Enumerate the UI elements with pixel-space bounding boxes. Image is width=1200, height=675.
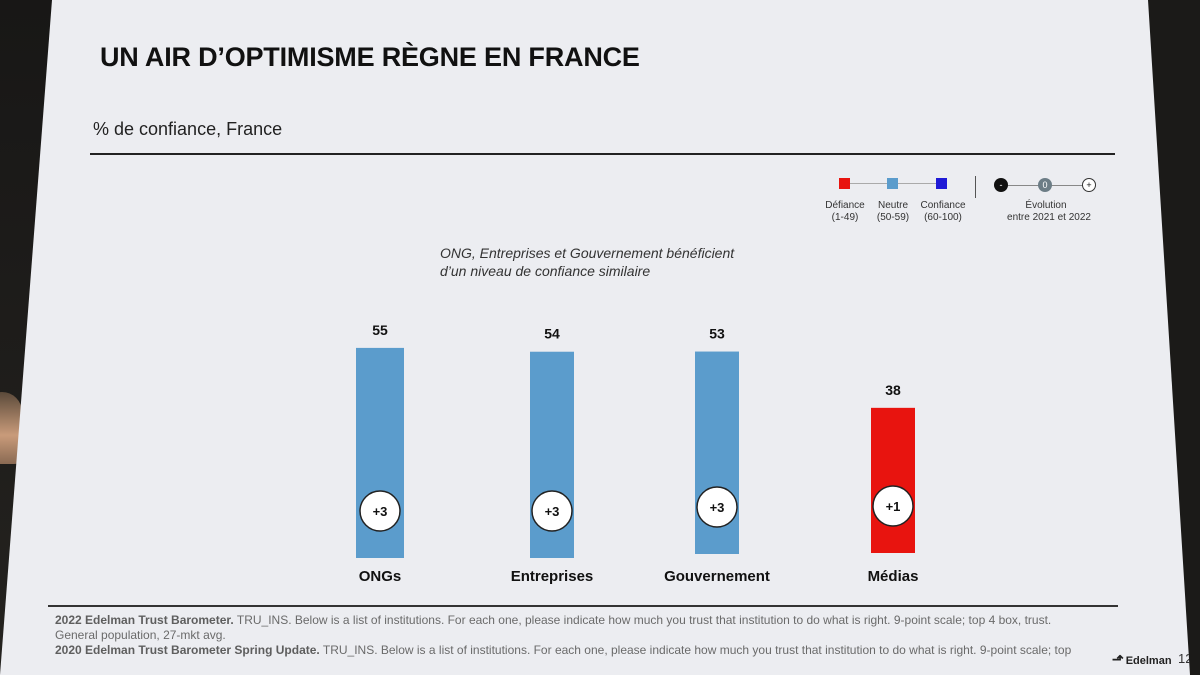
footnote-source-2022: 2022 Edelman Trust Barometer. — [55, 613, 234, 627]
presenter-silhouette — [0, 392, 22, 464]
legend-evolution-label-line2: entre 2021 et 2022 — [1007, 212, 1091, 223]
footnote-line-3: 2020 Edelman Trust Barometer Spring Upda… — [55, 643, 1071, 657]
legend-evolution-label-line1: Évolution — [1025, 200, 1067, 211]
annotation-line-2: d’un niveau de confiance similaire — [440, 263, 651, 279]
category-label-medias: Médias — [868, 568, 919, 585]
annotation-line-1: ONG, Entreprises et Gouvernement bénéfic… — [440, 245, 735, 261]
legend-confiance-range: (60-100) — [924, 212, 962, 223]
legend-defiance-range: (1-49) — [831, 212, 859, 223]
edelman-logo-icon: ⬏ — [1112, 651, 1124, 667]
bar-medias — [871, 407, 915, 553]
legend-neutre-swatch — [887, 178, 898, 189]
legend-confiance-swatch — [936, 178, 947, 189]
top-divider — [90, 153, 1115, 155]
change-badge-gouvernement — [696, 486, 738, 528]
edelman-logo-text: Edelman — [1125, 655, 1172, 667]
category-label-ongs: ONGs — [359, 568, 402, 585]
footnote-text-2020: TRU_INS. Below is a list of institutions… — [319, 643, 1072, 657]
change-label-ongs: +3 — [373, 504, 388, 519]
legend-defiance-label: Défiance — [825, 200, 865, 211]
change-badge-entreprises — [531, 490, 573, 532]
change-label-gouvernement: +3 — [710, 500, 725, 515]
value-label-entreprises: 54 — [544, 326, 560, 342]
footnote-text-2022: TRU_INS. Below is a list of institutions… — [233, 613, 1052, 627]
change-label-entreprises: +3 — [545, 504, 560, 519]
value-label-ongs: 55 — [372, 322, 388, 338]
legend-evolution-plus: + — [1082, 178, 1096, 192]
footnote-line-1: 2022 Edelman Trust Barometer. TRU_INS. B… — [55, 613, 1051, 627]
change-badge-ongs — [359, 490, 401, 532]
value-label-gouvernement: 53 — [709, 326, 725, 342]
footnote-line-2: General population, 27-mkt avg. — [55, 628, 226, 642]
legend-separator — [975, 176, 976, 198]
edelman-logo: ⬏ Edelman — [1112, 651, 1172, 668]
change-label-medias: +1 — [886, 499, 901, 514]
legend-defiance-swatch — [839, 178, 850, 189]
legend-evolution-minus: - — [994, 178, 1008, 192]
legend: Défiance (1-49) Neutre (50-59) Confiance… — [825, 172, 1115, 232]
category-label-gouvernement: Gouvernement — [664, 568, 770, 585]
category-label-entreprises: Entreprises — [511, 568, 594, 585]
change-badge-medias — [872, 485, 914, 527]
value-label-medias: 38 — [885, 382, 901, 398]
chart-annotation: ONG, Entreprises et Gouvernement bénéfic… — [440, 244, 734, 280]
bottom-divider — [48, 605, 1118, 607]
page-number: 12 — [1178, 651, 1193, 666]
legend-neutre-label: Neutre — [877, 200, 908, 211]
slide-subtitle: % de confiance, France — [93, 119, 283, 139]
slide-title: UN AIR D’OPTIMISME RÈGNE EN FRANCE — [100, 42, 640, 72]
legend-neutre-range: (50-59) — [876, 212, 910, 223]
footnote-source-2020: 2020 Edelman Trust Barometer Spring Upda… — [55, 643, 320, 657]
legend-confiance-label: Confiance — [920, 200, 966, 211]
legend-evolution-zero: 0 — [1038, 178, 1052, 192]
